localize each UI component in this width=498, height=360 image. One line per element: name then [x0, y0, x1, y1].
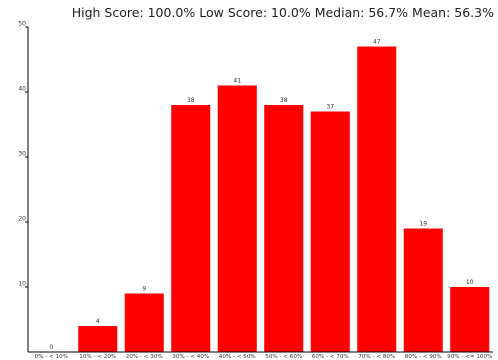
bar: [357, 46, 397, 352]
bar: [264, 105, 304, 352]
bar-value-label: 37: [326, 104, 334, 111]
x-tick-label: 80% - < 90%: [405, 354, 442, 360]
y-axis: 10 20 30 40 50: [18, 21, 29, 352]
bar-value-label: 47: [373, 39, 381, 46]
chart-summary: High Score: 100.0% Low Score: 10.0% Medi…: [72, 5, 494, 20]
bar: [310, 111, 350, 352]
bar: [217, 85, 257, 352]
bar-value-label: 38: [187, 97, 195, 104]
x-tick-label: 40% - < 50%: [219, 354, 256, 360]
bar: [78, 326, 118, 352]
x-tick-label: 30% - < 40%: [172, 354, 209, 360]
y-tick-label: 20: [18, 216, 26, 223]
x-tick-label: 0% - < 10%: [35, 354, 68, 360]
bar-value-label: 10: [466, 279, 474, 286]
bar-value-label: 9: [142, 286, 146, 293]
x-tick-label: 60% - < 70%: [312, 354, 349, 360]
y-tick-label: 10: [18, 281, 26, 288]
bar: [403, 228, 443, 352]
x-axis: 0% - < 10% 10% - < 20% 20% - < 30% 30% - < …: [28, 351, 493, 360]
bar-value-label: 0: [49, 344, 53, 351]
bar: [450, 287, 490, 352]
bar: [171, 105, 211, 352]
x-tick-label: 10% - < 20%: [79, 354, 116, 360]
bar-value-label: 41: [233, 78, 241, 85]
y-tick-label: 30: [18, 151, 26, 158]
bar: [124, 293, 164, 352]
x-tick-label: 90% - <= 100%: [447, 354, 492, 360]
x-tick-label: 70% - < 80%: [358, 354, 395, 360]
x-tick-label: 20% - < 30%: [126, 354, 163, 360]
bar-value-label: 4: [96, 318, 100, 325]
y-tick-label: 40: [18, 86, 26, 93]
bar-value-label: 38: [280, 97, 288, 104]
x-tick-label: 50% - < 60%: [265, 354, 302, 360]
y-tick-label: 50: [18, 21, 26, 28]
bars: 0 4 9 38 41 38 37 47 19 10: [49, 39, 490, 352]
bar-value-label: 19: [419, 221, 427, 228]
